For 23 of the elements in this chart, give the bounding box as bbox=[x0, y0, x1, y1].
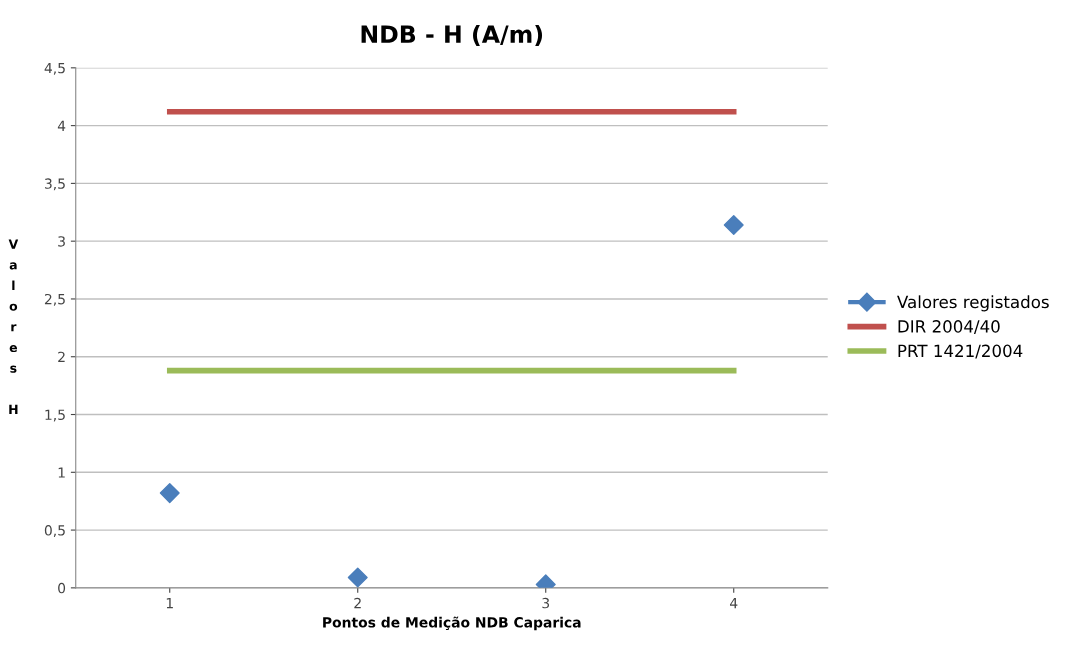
x-axis-title: Pontos de Medição NDB Caparica bbox=[323, 616, 581, 631]
y-tick-label: 2 bbox=[58, 351, 65, 363]
x-tick-label: 1 bbox=[166, 598, 173, 609]
y-tick-label: 1 bbox=[58, 467, 65, 478]
legend-label: PRT 1421/2004 bbox=[898, 344, 1023, 359]
y-tick-label: 2,5 bbox=[44, 293, 65, 306]
y-tick-label: 0 bbox=[58, 582, 66, 594]
legend-label: DIR 2004/40 bbox=[898, 320, 1000, 334]
y-tick-label: 3,5 bbox=[44, 178, 65, 191]
legend-label: Valores registados bbox=[897, 295, 1049, 312]
y-tick-label: 0,5 bbox=[44, 525, 65, 537]
y-tick-label: 3 bbox=[58, 236, 65, 247]
x-tick-label: 4 bbox=[729, 598, 738, 609]
y-tick-label: 4 bbox=[57, 120, 66, 131]
x-tick-label: 3 bbox=[542, 597, 550, 609]
point bbox=[723, 214, 744, 236]
point bbox=[347, 567, 368, 588]
y-tick-label: 4,5 bbox=[44, 62, 65, 75]
x-tick-label: 2 bbox=[354, 597, 361, 609]
point bbox=[159, 483, 180, 504]
text: Valores H bbox=[8, 239, 19, 414]
chart-title: NDB - H (A/m) bbox=[361, 24, 543, 46]
y-tick-label: 1,5 bbox=[45, 409, 65, 422]
